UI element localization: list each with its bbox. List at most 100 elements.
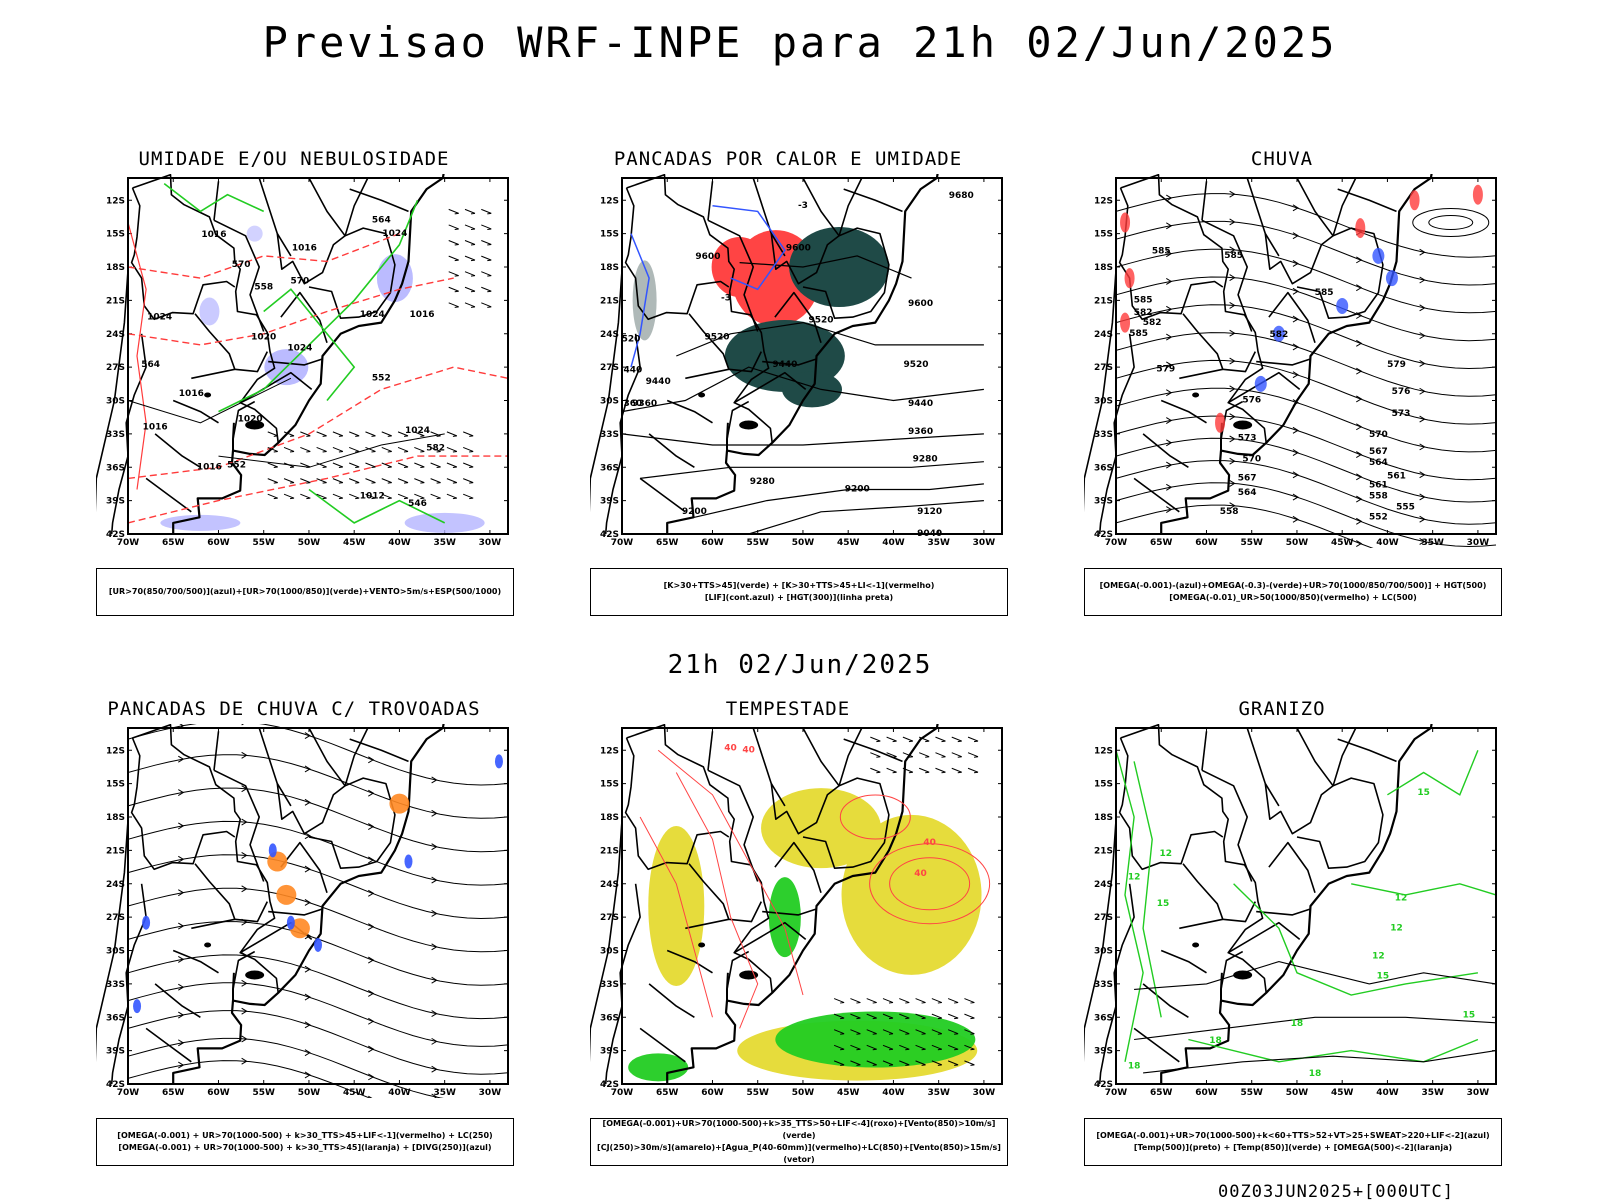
anticyclone-circle bbox=[1412, 208, 1490, 237]
lat-label: 27S bbox=[1094, 363, 1113, 373]
streamline-arrow bbox=[304, 965, 311, 973]
wind-arrow bbox=[850, 1044, 861, 1051]
border-line bbox=[707, 769, 759, 882]
lake bbox=[1192, 942, 1200, 948]
contour-label: 40 bbox=[914, 869, 927, 879]
contour-label: 9280 bbox=[750, 477, 775, 487]
contour-label: 570 bbox=[232, 260, 251, 270]
border-line bbox=[280, 291, 328, 343]
contour-label: 1016 bbox=[410, 310, 435, 320]
coastline-west bbox=[96, 270, 129, 513]
wind-arrow bbox=[964, 998, 975, 1004]
streamline-arrow bbox=[1356, 367, 1363, 375]
streamline-arrow bbox=[178, 983, 185, 991]
lat-label: 21S bbox=[600, 296, 619, 306]
border-line bbox=[1264, 177, 1334, 285]
coastline-west bbox=[590, 270, 623, 513]
pressure-contour bbox=[127, 377, 292, 424]
streamline-arrow bbox=[368, 889, 375, 897]
border-line bbox=[1201, 181, 1208, 221]
wind-arrow bbox=[414, 493, 425, 500]
contour-label: 579 bbox=[1156, 365, 1175, 375]
lat-label: 42S bbox=[1094, 1080, 1113, 1090]
border-line bbox=[1201, 731, 1208, 771]
wind-arrow bbox=[967, 767, 979, 774]
temp850-contour bbox=[1233, 883, 1479, 996]
border-line bbox=[194, 313, 269, 373]
lon-label: 35W bbox=[927, 538, 950, 548]
border-line bbox=[154, 433, 201, 468]
border-line bbox=[191, 918, 235, 930]
contour-label: 561 bbox=[1387, 471, 1406, 481]
humidity-area bbox=[246, 225, 263, 242]
contour-label: -3 bbox=[721, 293, 731, 303]
streamline-arrow bbox=[1292, 315, 1299, 323]
thickness-contour bbox=[127, 366, 509, 480]
streamline-arrow bbox=[431, 976, 438, 984]
streamline-arrow bbox=[1166, 305, 1173, 313]
wind-arrow bbox=[430, 446, 441, 453]
lon-label: 55W bbox=[252, 1088, 275, 1098]
streamline-arrow bbox=[1229, 413, 1236, 421]
border-line bbox=[843, 738, 903, 763]
contour-label: 18 bbox=[1309, 1069, 1322, 1079]
contour-label: 9680 bbox=[949, 191, 974, 201]
streamline bbox=[127, 1060, 371, 1098]
streamline-arrow bbox=[1419, 360, 1426, 367]
contour-label: 582 bbox=[1269, 330, 1288, 340]
wind-arrow bbox=[919, 752, 930, 758]
lon-label: 70W bbox=[117, 1088, 140, 1098]
wind-arrow bbox=[448, 255, 459, 262]
contour-label: 9440 bbox=[772, 360, 797, 370]
streamline bbox=[127, 724, 509, 786]
lat-label: 27S bbox=[600, 363, 619, 373]
lif-contour bbox=[712, 205, 786, 291]
streamline-arrow bbox=[178, 1061, 185, 1069]
streamline-arrow bbox=[1229, 301, 1236, 309]
panel-caption: [OMEGA(-0.001)-(azul)+OMEGA(-0.3)-(verde… bbox=[1084, 568, 1502, 616]
streamline-arrow bbox=[1166, 222, 1173, 230]
wind-arrow bbox=[365, 493, 376, 500]
wind-vectors bbox=[833, 998, 975, 1066]
lat-label: 21S bbox=[600, 846, 619, 856]
border-line bbox=[268, 358, 322, 366]
panel-title: PANCADAS DE CHUVA C/ TROVOADAS bbox=[107, 698, 481, 720]
wind-arrow bbox=[833, 1013, 845, 1020]
streamline-arrow bbox=[1166, 278, 1173, 285]
wind-arrow bbox=[300, 493, 311, 500]
contour-label: 440 bbox=[623, 366, 642, 376]
precip-area bbox=[1355, 218, 1366, 239]
divergence-area bbox=[314, 937, 322, 952]
border-line bbox=[726, 950, 750, 990]
wind-arrow bbox=[899, 1013, 910, 1020]
wind-arrow bbox=[833, 1060, 845, 1066]
streamline bbox=[1115, 504, 1374, 548]
coastline-west bbox=[96, 820, 129, 1063]
panel-umidade: UMIDADE E/OU NEBULOSIDADE 12S 15S 18S 21S 24… bbox=[64, 148, 524, 628]
wind-arrow bbox=[947, 998, 959, 1004]
lat-label: 30S bbox=[600, 947, 619, 957]
streamline-arrow bbox=[241, 918, 248, 926]
wind-arrow bbox=[481, 302, 492, 308]
wind-arrow bbox=[381, 478, 392, 484]
streamline-arrow bbox=[241, 724, 245, 726]
lat-label: 36S bbox=[600, 1013, 619, 1023]
lon-label: 35W bbox=[927, 1088, 950, 1098]
border-line bbox=[232, 950, 256, 990]
wind-arrow bbox=[882, 1029, 894, 1035]
border-line bbox=[349, 188, 409, 213]
wind-arrow bbox=[446, 431, 458, 437]
map-frame bbox=[621, 727, 1003, 1085]
streamline-arrow bbox=[368, 823, 375, 830]
lat-label: 27S bbox=[106, 363, 125, 373]
lat-label: 18S bbox=[106, 813, 125, 823]
streamline-850 bbox=[675, 772, 759, 1029]
wind-arrow bbox=[448, 302, 459, 308]
border-line bbox=[194, 863, 269, 923]
contour-label: 585 bbox=[1129, 329, 1148, 339]
wind-arrow bbox=[365, 478, 376, 484]
border-line bbox=[213, 769, 265, 882]
wind-arrow bbox=[463, 493, 474, 500]
panel-pancadas-calor: PANCADAS POR CALOR E UMIDADE 12S 15S 18S 21… bbox=[558, 148, 1018, 628]
wind-arrow bbox=[464, 286, 476, 293]
